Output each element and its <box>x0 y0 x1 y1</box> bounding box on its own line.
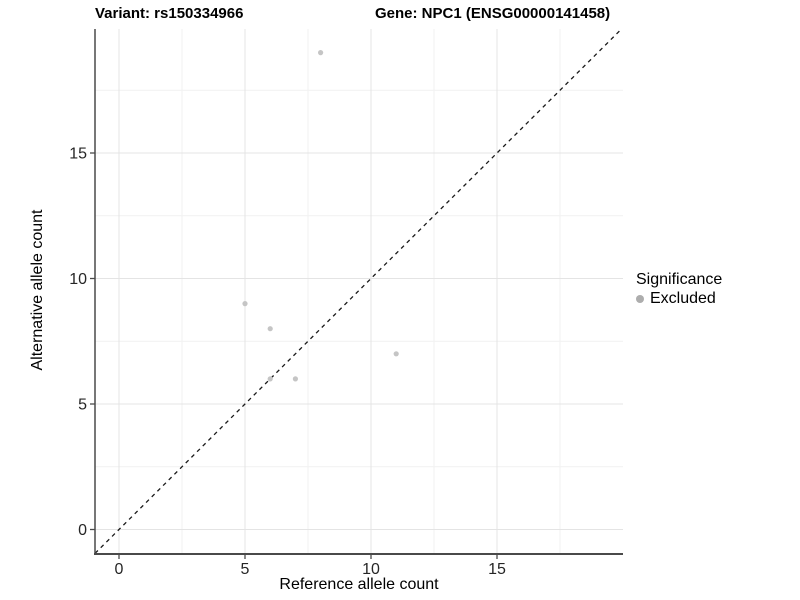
variant-title: Variant: rs150334966 <box>95 5 244 22</box>
x-tick-label: 5 <box>241 561 250 578</box>
y-axis-title: Alternative allele count <box>29 209 46 371</box>
data-point <box>318 50 324 56</box>
x-tick-label: 0 <box>115 561 124 578</box>
legend-item-excluded: Excluded <box>636 290 722 308</box>
legend-item-label: Excluded <box>650 290 716 307</box>
x-tick-label: 10 <box>362 561 380 578</box>
y-tick-label: 15 <box>69 146 87 163</box>
legend-title: Significance <box>636 271 723 288</box>
legend: Significance Excluded <box>636 271 722 308</box>
data-point <box>267 376 273 382</box>
identity-dashed-line <box>94 28 622 554</box>
data-point <box>393 351 399 357</box>
data-point <box>292 376 298 382</box>
y-tick-label: 0 <box>78 522 87 539</box>
data-point <box>267 326 273 332</box>
y-tick-label: 5 <box>78 397 87 414</box>
excluded-point-icon <box>636 295 644 303</box>
y-tick-label: 10 <box>69 271 87 288</box>
x-axis-title: Reference allele count <box>279 576 439 593</box>
gene-title: Gene: NPC1 (ENSG00000141458) <box>375 5 611 22</box>
data-point <box>242 301 248 307</box>
x-tick-label: 15 <box>488 561 506 578</box>
